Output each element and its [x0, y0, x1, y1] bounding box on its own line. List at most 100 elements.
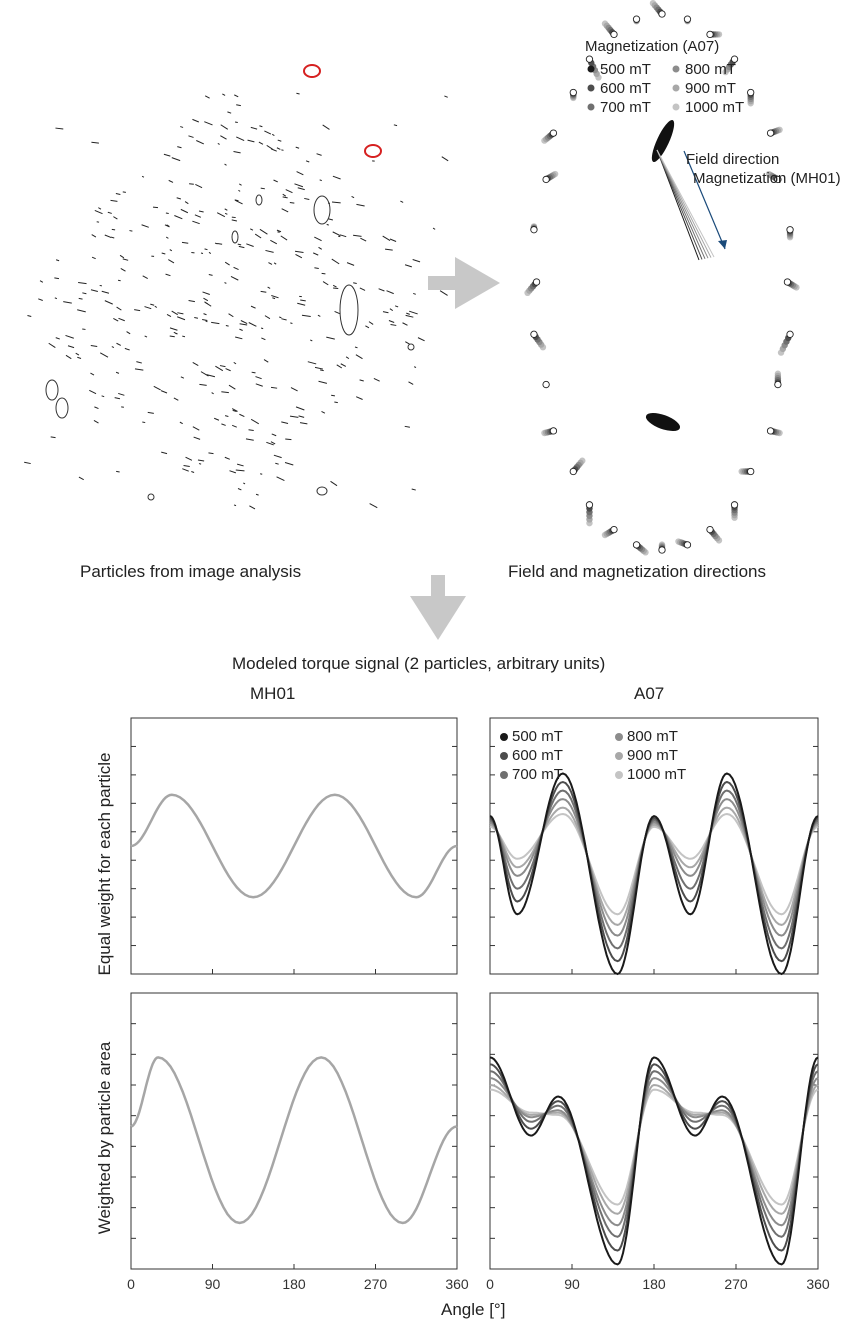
particle [294, 250, 304, 254]
magnetization-marker [708, 31, 716, 38]
magnetization-marker [783, 338, 790, 345]
magnetization-marker [577, 459, 584, 467]
magnetization-marker [541, 137, 548, 144]
particle [239, 413, 245, 418]
particle [150, 303, 155, 306]
particle [194, 214, 202, 218]
magnetization-marker [675, 538, 682, 545]
particle [179, 421, 183, 425]
large-particle [55, 397, 69, 419]
particle [239, 328, 243, 331]
right-arrow-icon [428, 257, 500, 309]
particle [353, 282, 357, 285]
particle [111, 228, 116, 231]
magnetization-marker [586, 508, 593, 516]
magnetization-marker [747, 95, 754, 103]
particle [249, 228, 254, 231]
particle [134, 309, 141, 312]
particle [204, 248, 208, 251]
particle [285, 189, 293, 194]
particle [113, 318, 119, 322]
particle [161, 252, 166, 255]
particle [260, 473, 263, 475]
magnetization-marker [570, 94, 577, 102]
magnetization-marker [678, 539, 686, 547]
magnetization-marker [658, 543, 666, 550]
particle [255, 376, 262, 380]
particle [90, 344, 98, 347]
particle [204, 121, 213, 126]
particle [182, 335, 186, 338]
magnetization-marker [530, 223, 538, 230]
x-axis-label: Angle [°] [441, 1300, 506, 1319]
legend-marker [672, 103, 680, 111]
particle [235, 469, 245, 472]
particle [160, 390, 168, 394]
particle [321, 411, 326, 414]
a07-legend-label: 800 mT [627, 728, 678, 745]
magnetization-marker [569, 467, 577, 476]
particle [441, 156, 449, 162]
particle-ellipse [651, 120, 675, 162]
particle [318, 380, 328, 384]
magnetization-marker [585, 55, 594, 63]
particle [188, 135, 194, 138]
particle [236, 136, 245, 142]
particle [208, 274, 213, 276]
series-line [130, 793, 458, 899]
particle [171, 157, 181, 162]
a07-legend-marker [500, 771, 508, 779]
particle [328, 218, 333, 221]
particle [122, 258, 129, 261]
magnetization-marker [544, 175, 552, 182]
particle [214, 242, 218, 245]
a07-legend-marker [500, 752, 508, 760]
magnetization-marker [530, 225, 538, 232]
particle [136, 361, 142, 364]
particle [297, 302, 306, 306]
particle [219, 365, 226, 368]
magnetization-marker [774, 372, 782, 380]
magnetization-marker [588, 59, 595, 67]
particle [204, 301, 212, 307]
x-tick-label: 270 [364, 1276, 388, 1292]
magnetization-marker [706, 30, 714, 39]
particle [304, 197, 310, 200]
magnetization-marker [579, 457, 586, 464]
particle [141, 175, 145, 178]
series-line [489, 798, 819, 937]
magnetization-marker [544, 428, 552, 436]
particle [345, 356, 350, 360]
a07-legend-label: 700 mT [512, 766, 563, 783]
particle [281, 318, 287, 321]
particle [225, 325, 229, 327]
particle [273, 262, 277, 265]
magnetization-marker [786, 231, 794, 238]
magnetization-marker [524, 289, 531, 296]
particle [393, 124, 398, 127]
magnetization-marker [640, 547, 647, 555]
particle [270, 386, 278, 389]
field-legend-500: 500 mT [600, 61, 651, 78]
particle [177, 316, 186, 321]
magnetization-marker [601, 531, 609, 539]
particle [389, 238, 397, 242]
magnetization-marker [786, 279, 793, 287]
magnetization-marker [706, 525, 714, 534]
magnetization-marker [542, 175, 550, 184]
particle [234, 94, 239, 98]
particle [77, 309, 86, 313]
magnetization-marker [653, 4, 660, 11]
particle [360, 237, 367, 242]
particle [91, 141, 99, 144]
magnetization-marker [712, 532, 719, 540]
particle [67, 345, 75, 349]
particle [153, 385, 161, 391]
particle [250, 418, 260, 425]
magnetization-marker [777, 349, 785, 356]
particle [413, 366, 417, 368]
particle [82, 292, 87, 295]
particle [224, 415, 229, 417]
magnetization-marker [548, 131, 555, 138]
magnetization-marker [603, 22, 610, 29]
